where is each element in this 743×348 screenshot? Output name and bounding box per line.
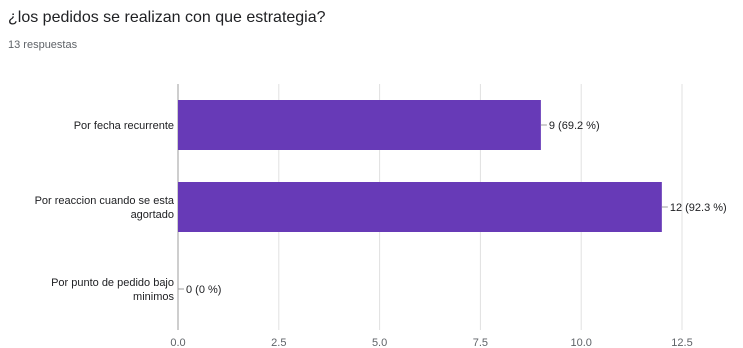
question-title: ¿los pedidos se realizan con que estrate… [8,9,326,26]
x-tick-label: 7.5 [473,337,488,348]
bar [178,182,662,232]
response-count: 13 respuestas [8,39,78,51]
category-label: agortado [131,209,174,221]
x-tick-label: 0.0 [170,337,185,348]
data-label: 9 (69.2 %) [549,120,600,132]
category-label: minimos [133,291,174,303]
data-label: 12 (92.3 %) [670,202,727,214]
x-tick-label: 5.0 [372,337,387,348]
x-tick-label: 10.0 [570,337,591,348]
data-label: 0 (0 %) [186,284,221,296]
category-label: Por fecha recurrente [74,120,174,132]
category-label: Por punto de pedido bajo [51,277,174,289]
x-tick-label: 12.5 [671,337,692,348]
bar [178,100,541,150]
category-label: Por reaccion cuando se esta [35,195,175,207]
x-tick-label: 2.5 [271,337,286,348]
